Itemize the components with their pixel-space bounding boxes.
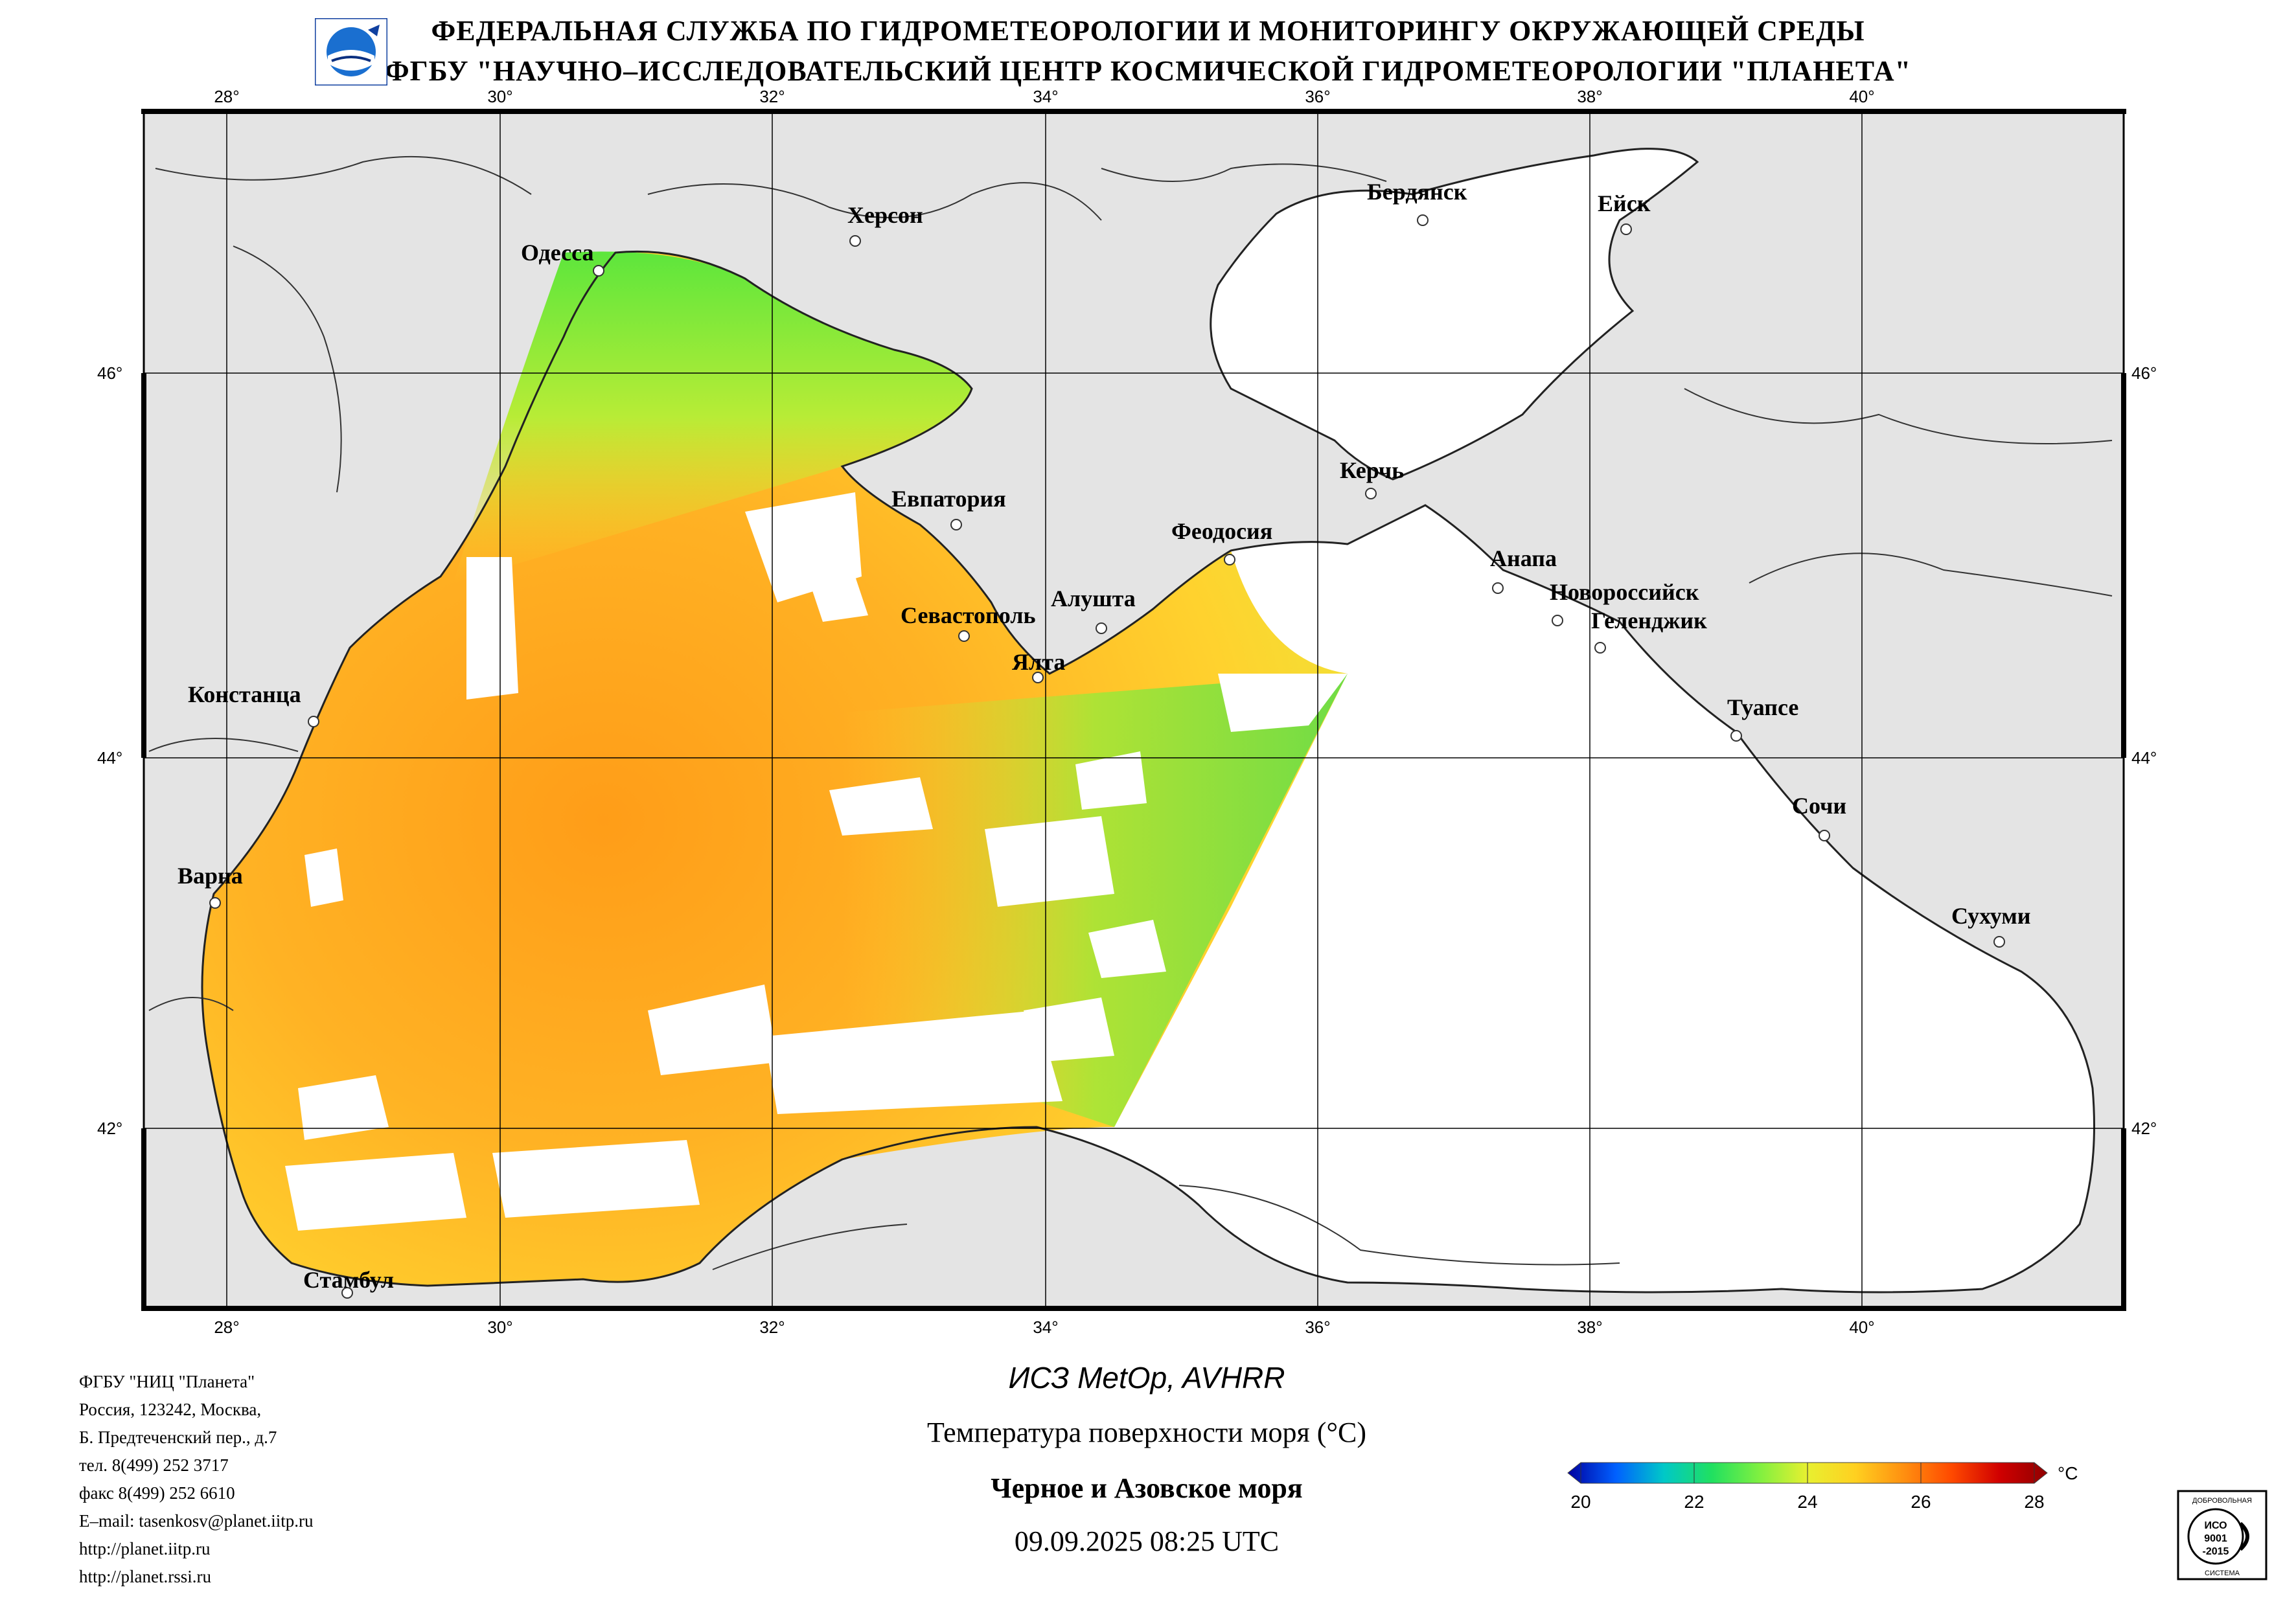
city-label-varna: Варна	[178, 863, 243, 889]
city-label-berdyansk: Бердянск	[1367, 179, 1467, 205]
city-label-feodosia: Феодосия	[1171, 518, 1272, 544]
org-line: факс 8(499) 252 6610	[79, 1483, 235, 1503]
lat-label-left-42: 42°	[97, 1119, 122, 1138]
lon-label-bottom-32: 32°	[759, 1317, 785, 1337]
city-label-sochi: Сочи	[1792, 793, 1846, 819]
lat-label-right-42: 42°	[2131, 1119, 2157, 1138]
header-line-1: ФЕДЕРАЛЬНАЯ СЛУЖБА ПО ГИДРОМЕТЕОРОЛОГИИ …	[431, 15, 1865, 47]
lon-label-top-34: 34°	[1033, 87, 1058, 106]
borders-rivers	[148, 155, 2113, 1270]
lon-label-bottom-38: 38°	[1577, 1317, 1602, 1337]
org-line: E–mail: tasenkosv@planet.iitp.ru	[79, 1511, 314, 1531]
product-label: Температура поверхности моря (°C)	[926, 1417, 1367, 1448]
city-label-gelendzhik: Геленджик	[1591, 608, 1707, 633]
city-label-yevpatoria: Евпатория	[891, 486, 1006, 512]
city-label-tuapse: Туапсе	[1727, 694, 1798, 720]
lon-label-bottom-34: 34°	[1033, 1317, 1058, 1337]
iso-mid2: 9001	[2204, 1533, 2227, 1544]
graticule	[144, 111, 2124, 1308]
colorbar-tick-label: 28	[2024, 1492, 2044, 1512]
city-label-alushta: Алушта	[1051, 586, 1136, 611]
sst-data-field	[202, 251, 1348, 1286]
azov-sea	[1210, 148, 1697, 480]
header-line-2: ФГБУ "НАУЧНО–ИССЛЕДОВАТЕЛЬСКИЙ ЦЕНТР КОС…	[384, 55, 1912, 87]
colorbar-ticks: 20 22 24 26 28	[1570, 1463, 2045, 1512]
lon-label-bottom-30: 30°	[487, 1317, 512, 1337]
org-line[interactable]: http://planet.rssi.ru	[79, 1567, 211, 1586]
org-line: ФГБУ "НИЦ "Планета"	[79, 1372, 255, 1391]
lat-label-right-44: 44°	[2131, 748, 2157, 768]
iso-top-text: ДОБРОВОЛЬНАЯ	[2192, 1497, 2252, 1505]
colorbar-tick-label: 26	[1911, 1492, 1931, 1512]
lon-label-top-28: 28°	[214, 87, 239, 106]
lon-label-bottom-36: 36°	[1305, 1317, 1330, 1337]
city-label-sevastopol: Севастополь	[901, 602, 1036, 628]
iso-bottom-text: СИСТЕМА	[2205, 1569, 2240, 1577]
lat-label-right-46: 46°	[2131, 363, 2157, 383]
lat-label-left-46: 46°	[97, 363, 122, 383]
planeta-logo-icon	[315, 18, 387, 85]
lon-label-top-40: 40°	[1849, 87, 1874, 106]
lon-label-bottom-28: 28°	[214, 1317, 239, 1337]
colorbar-tick-label: 20	[1570, 1492, 1590, 1512]
iso-certification-badge: ДОБРОВОЛЬНАЯ ИСО 9001 -2015 СИСТЕМА	[2177, 1490, 2267, 1580]
city-label-kerch: Керчь	[1340, 457, 1404, 483]
colorbar-tick-label: 24	[1797, 1492, 1817, 1512]
lon-label-bottom-40: 40°	[1849, 1317, 1874, 1337]
city-label-yeysk: Ейск	[1598, 190, 1651, 216]
temperature-colorbar: 20 22 24 26 28 °C	[1567, 1462, 2078, 1512]
city-label-constanta: Констанца	[188, 681, 301, 707]
org-line: Россия, 123242, Москва,	[79, 1400, 262, 1419]
org-line: Б. Предтеченский пер., д.7	[79, 1428, 277, 1447]
lon-label-top-38: 38°	[1577, 87, 1602, 106]
iso-mid1: ИСО	[2204, 1520, 2227, 1531]
city-label-kherson: Херсон	[847, 202, 923, 228]
org-line[interactable]: http://planet.iitp.ru	[79, 1539, 211, 1558]
city-label-anapa: Анапа	[1490, 545, 1557, 571]
city-label-istanbul: Стамбул	[303, 1267, 394, 1293]
lon-label-top-30: 30°	[487, 87, 512, 106]
iso-mid3: -2015	[2203, 1546, 2229, 1557]
region-label: Черное и Азовское моря	[991, 1472, 1303, 1504]
city-label-odessa: Одесса	[521, 240, 594, 266]
city-markers	[209, 214, 2005, 1299]
datetime-label: 09.09.2025 08:25 UTC	[1014, 1525, 1280, 1557]
lat-label-left-44: 44°	[97, 748, 122, 768]
city-label-yalta: Ялта	[1012, 649, 1065, 675]
lon-label-top-32: 32°	[759, 87, 785, 106]
coastlines	[201, 148, 2095, 1294]
lon-label-top-36: 36°	[1305, 87, 1330, 106]
city-label-novorossiysk: Новороссийск	[1550, 579, 1699, 605]
city-label-sukhumi: Сухуми	[1951, 903, 2031, 929]
satellite-label: ИСЗ MetOp, AVHRR	[1008, 1361, 1285, 1395]
org-line: тел. 8(499) 252 3717	[79, 1455, 229, 1475]
organization-info: ФГБУ "НИЦ "Планета" Россия, 123242, Моск…	[79, 1368, 314, 1591]
colorbar-unit: °C	[2058, 1463, 2078, 1483]
colorbar-tick-label: 22	[1684, 1492, 1704, 1512]
